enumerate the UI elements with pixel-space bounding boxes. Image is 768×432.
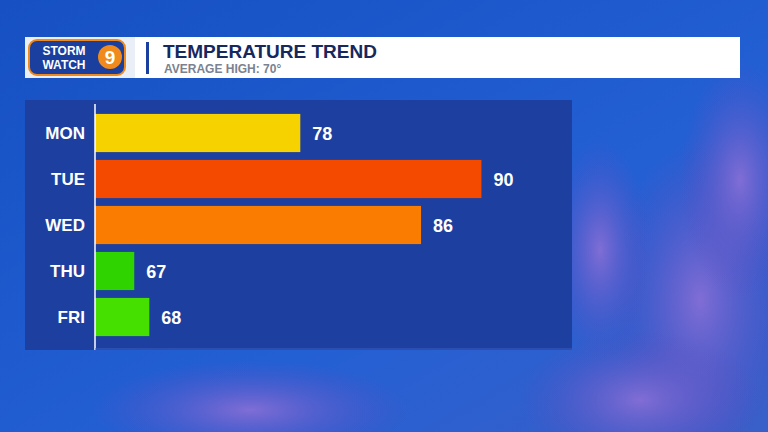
- data-label: 78: [312, 124, 332, 144]
- bar: [95, 114, 300, 152]
- logo-text: 9: [105, 47, 116, 68]
- subtitle: AVERAGE HIGH: 70°: [164, 62, 281, 76]
- logo-circle: [98, 45, 122, 69]
- category-label: WED: [45, 216, 85, 235]
- bar: [95, 206, 421, 244]
- labels: MON 78 TUE 90 WED 86 THU 67 FRI 68: [45, 124, 513, 328]
- category-label: FRI: [58, 308, 85, 327]
- background-petal: [680, 60, 768, 300]
- data-label: 86: [433, 216, 453, 236]
- category-label: THU: [50, 262, 85, 281]
- data-label: 90: [493, 170, 513, 190]
- x-axis-line: [95, 349, 572, 350]
- bar: [95, 160, 481, 198]
- data-label: 67: [146, 262, 166, 282]
- y-axis-line: [94, 104, 96, 350]
- data-label: 68: [161, 308, 181, 328]
- logo-text: STORM: [42, 44, 85, 58]
- header-divider: [146, 42, 149, 74]
- chart-root: STORMWATCH 9 TEMPERATURE TRENDAVERAGE HIGH…: [0, 0, 768, 432]
- plot-panel: [25, 100, 572, 350]
- logo-back: [25, 37, 135, 78]
- logo-badge: [29, 40, 125, 75]
- title: TEMPERATURE TREND: [163, 41, 377, 62]
- bar: [95, 298, 149, 336]
- bars: [95, 114, 481, 336]
- bar: [95, 252, 134, 290]
- category-label: MON: [45, 124, 85, 143]
- header-bar: [25, 37, 740, 78]
- logo-text: WATCH: [42, 58, 85, 72]
- category-label: TUE: [51, 170, 85, 189]
- background-petal: [90, 360, 410, 432]
